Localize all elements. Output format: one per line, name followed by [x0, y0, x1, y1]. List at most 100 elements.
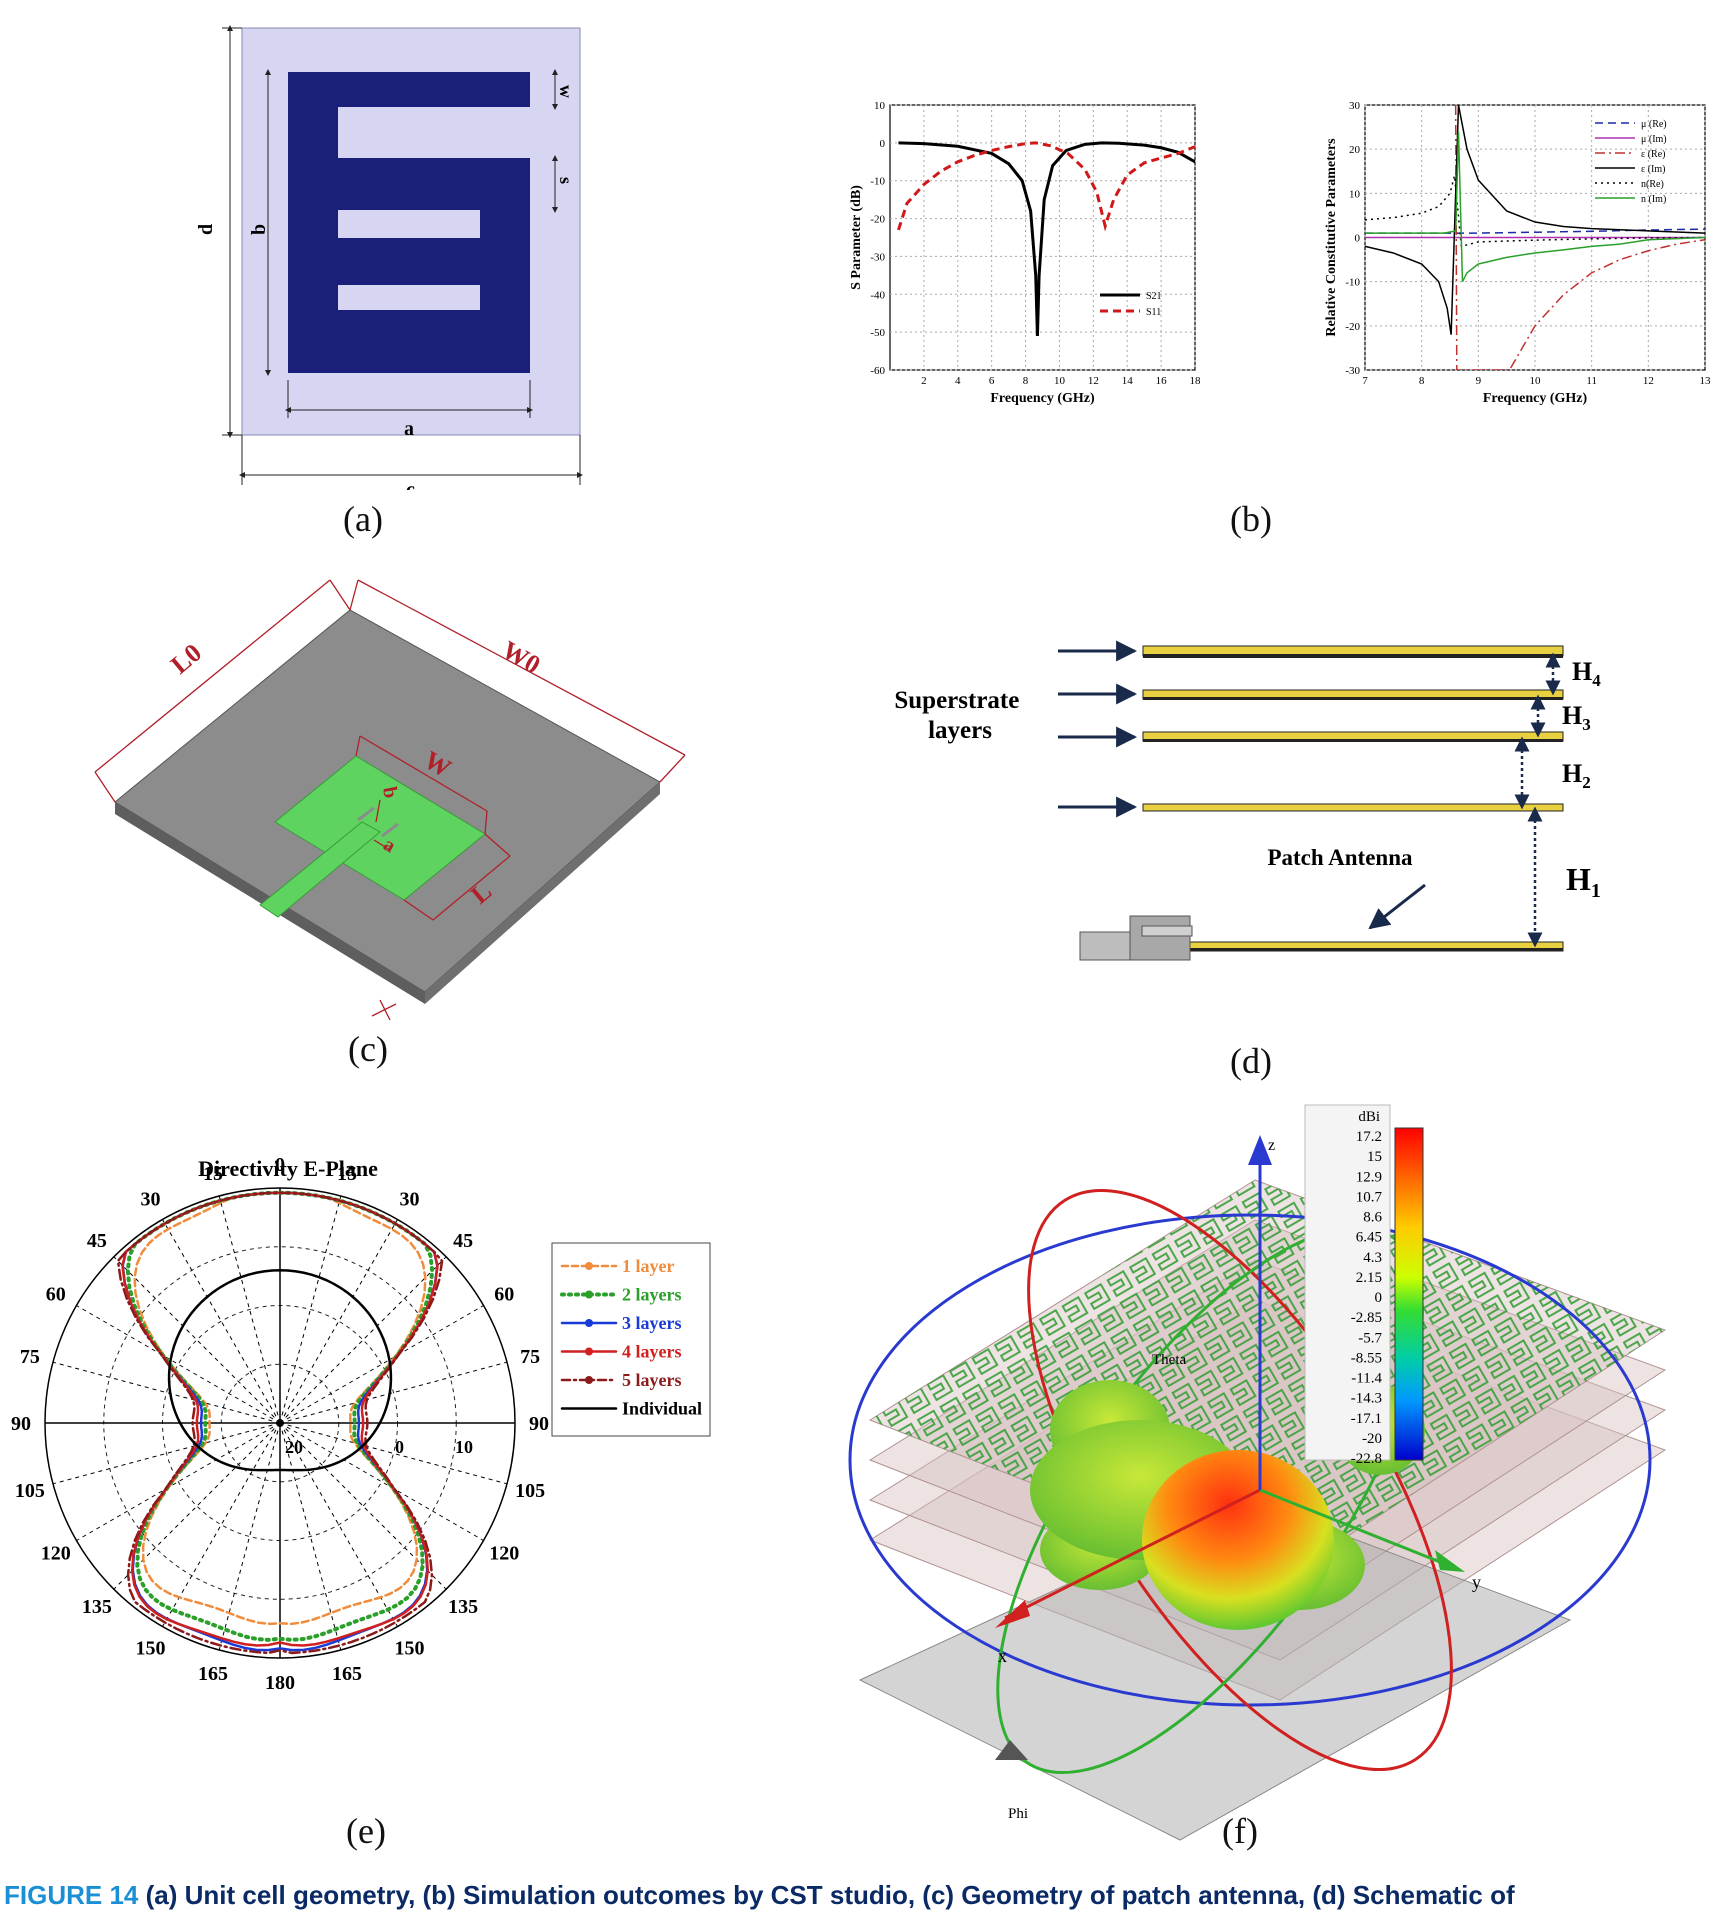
y-tick-label: -10 — [1345, 277, 1360, 289]
legend-label: μ (Im) — [1641, 134, 1667, 145]
angle-label: 30 — [400, 1189, 420, 1211]
polar-spoke — [162, 1422, 281, 1627]
colorbar-tick-label: -11.4 — [1351, 1371, 1382, 1387]
polar-spoke — [279, 1422, 508, 1485]
h3-label: H3 — [1562, 701, 1591, 734]
colorbar-tick-label: -22.8 — [1351, 1451, 1382, 1467]
angle-label: 135 — [448, 1596, 478, 1618]
x-tick-label: 10 — [1530, 375, 1542, 387]
dim-d-label: d — [195, 224, 217, 235]
colorbar-tick-label: -5.7 — [1358, 1330, 1382, 1346]
legend-marker — [585, 1262, 593, 1270]
unit-cell-diagram: d b a c w s — [195, 25, 583, 501]
polar-spoke — [113, 1256, 281, 1424]
angle-label: 105 — [15, 1480, 45, 1502]
dim-b-label: b — [248, 224, 270, 235]
label-c: (c) — [348, 1029, 388, 1069]
polar-series-5 — [116, 1191, 444, 1655]
figure-label: FIGURE 14 — [4, 1880, 139, 1910]
polar-spoke — [76, 1305, 281, 1424]
y-tick-label: 10 — [1349, 188, 1361, 200]
dim-L0-label: L0 — [165, 638, 207, 680]
x-tick-label: 8 — [1419, 375, 1425, 387]
legend-label: 1 layer — [622, 1256, 674, 1276]
legend-marker — [585, 1290, 593, 1299]
angle-label: 60 — [494, 1284, 514, 1306]
colorbar-tick-label: 10.7 — [1356, 1189, 1383, 1205]
h1-label: H1 — [1566, 861, 1601, 902]
angle-label: 90 — [11, 1413, 31, 1435]
angle-label: 120 — [489, 1543, 519, 1565]
x-tick-label: 16 — [1156, 375, 1168, 387]
angle-label: 15 — [203, 1163, 223, 1185]
x-tick-label: 12 — [1643, 375, 1654, 387]
panel-c: L0 W0 W L b a — [40, 560, 740, 1030]
dim-b-label-c: b — [378, 785, 402, 800]
unit-cell-metal — [288, 72, 530, 373]
superstrate-schematic: Superstrate layers Patch Antenna H4 H3 H… — [894, 640, 1601, 961]
x-tick-label: 2 — [921, 375, 927, 387]
y-tick-label: -30 — [1345, 365, 1360, 377]
legend-marker — [585, 1376, 593, 1384]
x-tick-label: 6 — [989, 375, 995, 387]
h2-label: H2 — [1562, 759, 1591, 792]
dim-c-label: c — [406, 479, 415, 490]
angle-label: 45 — [87, 1230, 107, 1252]
colorbar-tick-label: 12.9 — [1356, 1169, 1382, 1185]
y-tick-label: -60 — [870, 365, 885, 377]
y-tick-label: -20 — [1345, 321, 1360, 333]
series-line-2 — [897, 141, 1195, 232]
colorbar-tick-label: -17.1 — [1351, 1411, 1382, 1427]
radiation-pattern-3d: z x y Theta Phi dBi 17.2 15 12.9 10.7 8.6 6.4… — [848, 1104, 1667, 1841]
polar-spoke — [279, 1305, 484, 1424]
chart-1: 2 4 6 8 10 12 14 16 18 10 0 -10 -20 -30 -40 -50 -60 Frequ… — [849, 100, 1201, 406]
x-tick-label: 4 — [955, 375, 961, 387]
panel-e: Directivity E-Plane 0 15 15 30 30 45 45 60 60 75 75… — [0, 1128, 760, 1738]
patch-antenna-geometry: L0 W0 W L b a — [94, 579, 686, 1021]
superstrate-layers — [1142, 645, 1564, 812]
y-tick-label: 30 — [1349, 100, 1361, 112]
series-line-3 — [1454, 105, 1705, 370]
x-tick-label: 11 — [1586, 375, 1597, 387]
polar-spoke — [279, 1422, 398, 1627]
legend-marker — [585, 1347, 593, 1356]
y-tick-label: -10 — [870, 176, 885, 188]
colorbar-tick-label: -8.55 — [1351, 1350, 1382, 1366]
angle-label: 90 — [529, 1413, 549, 1435]
patch-antenna-label: Patch Antenna — [1267, 845, 1413, 870]
y-tick-label: 20 — [1349, 144, 1361, 156]
colorbar-tick-label: 4.3 — [1363, 1250, 1382, 1266]
angle-label: 105 — [515, 1480, 545, 1502]
blue-ring — [848, 1213, 1652, 1707]
colorbar-tick-label: 2.15 — [1356, 1270, 1382, 1286]
polar-spoke — [162, 1219, 281, 1424]
colorbar-tick-label: 8.6 — [1363, 1210, 1382, 1226]
polar-series-6 — [167, 1269, 393, 1472]
legend-label: ε (Im) — [1641, 164, 1665, 175]
legend-label: n (Im) — [1641, 194, 1666, 205]
polar-spoke — [113, 1422, 281, 1590]
angle-label: 180 — [265, 1672, 295, 1694]
label-f: (f) — [1222, 1811, 1258, 1851]
colorbar — [1394, 1127, 1424, 1461]
polar-spoke — [218, 1195, 281, 1424]
polar-spoke — [52, 1422, 281, 1485]
label-e: (e) — [346, 1811, 386, 1851]
figure-caption: FIGURE 14 (a) Unit cell geometry, (b) Si… — [0, 1880, 1718, 1921]
angle-label: 30 — [141, 1189, 161, 1211]
dimension-lines — [94, 579, 686, 921]
polar-spoke — [218, 1422, 281, 1651]
dim-a-label: a — [404, 418, 414, 440]
angle-label: 150 — [395, 1637, 425, 1659]
polar-spoke — [279, 1422, 342, 1651]
y-tick-label: -30 — [870, 251, 885, 263]
panel-a: d b a c w s — [150, 10, 590, 501]
legend-label: S11 — [1146, 307, 1161, 318]
colorbar-frame — [1304, 1104, 1391, 1461]
colorbar-tick-label: -20 — [1362, 1431, 1382, 1447]
main-lobe — [1142, 1450, 1334, 1630]
chart-2: 7 8 9 10 11 12 13 30 20 10 0 -10 -20 -30 Frequency (GH… — [1324, 100, 1711, 406]
polar-spoke — [279, 1361, 508, 1424]
